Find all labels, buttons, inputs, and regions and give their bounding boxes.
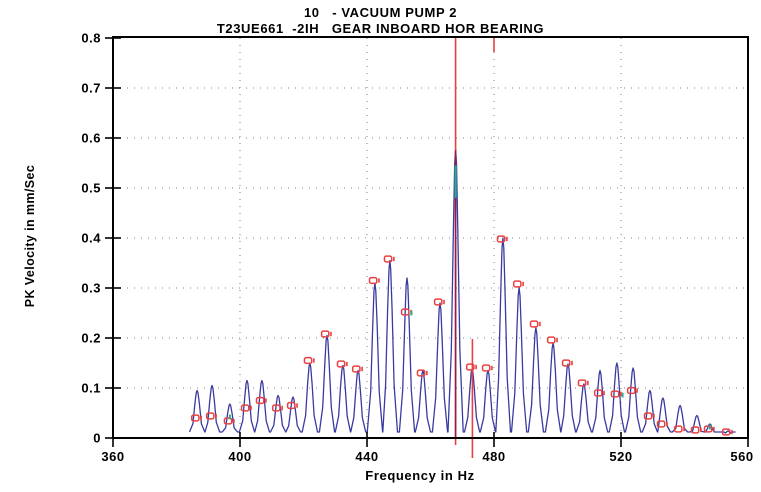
y-tick-label: 0.6 [81, 131, 101, 146]
peak-marker-box [416, 369, 426, 377]
peak-marker-box [255, 396, 265, 405]
peak-marker [690, 426, 702, 434]
y-tick-label: 0.4 [81, 231, 101, 246]
y-tick-label: 0.5 [81, 181, 101, 196]
peak-marker [512, 280, 524, 288]
peak-marker-box [656, 420, 666, 428]
y-tick-label: 0.1 [81, 381, 101, 396]
peak-marker-box [561, 359, 571, 367]
peak-marker-box [577, 379, 587, 387]
peak-marker-box [496, 235, 506, 243]
peak-marker-box [351, 365, 361, 373]
peak-marker [303, 356, 315, 365]
peak-marker-box [383, 255, 393, 263]
peak-marker [286, 401, 298, 410]
peak-marker [561, 359, 573, 367]
x-tick-label: 400 [228, 449, 251, 464]
peak-marker-box [610, 390, 620, 398]
peak-marker [368, 276, 380, 285]
x-tick-label: 520 [609, 449, 632, 464]
y-tick-label: 0.2 [81, 331, 101, 346]
peak-marker [643, 412, 655, 420]
y-tick-label: 0 [93, 431, 101, 446]
peak-marker [320, 330, 332, 338]
peak-marker-box [703, 425, 713, 433]
peak-marker [481, 364, 493, 372]
tick-labels: 360 400 440 480 520 560 0 0.1 0.2 0.3 0.4 0.5 0.6 0.7… [81, 31, 753, 465]
peak-marker-box [512, 280, 522, 288]
x-tick-label: 480 [482, 449, 505, 464]
peak-marker [546, 336, 558, 344]
y-tick-label: 0.7 [81, 81, 101, 96]
peak-markers [190, 235, 733, 436]
peak-marker-box [643, 412, 653, 420]
peak-marker-box [320, 330, 330, 338]
peak-marker [205, 412, 217, 420]
peak-marker-box [626, 386, 636, 395]
x-axis-label: Frequency in Hz [365, 468, 475, 483]
peak-marker [496, 235, 508, 243]
chart-title-line1: 10 - VACUUM PUMP 2 [303, 5, 458, 20]
peak-marker [529, 320, 541, 328]
x-tick-label: 360 [101, 449, 124, 464]
y-tick-label: 0.8 [81, 31, 101, 46]
peak-marker [703, 425, 715, 433]
x-tick-label: 440 [355, 449, 378, 464]
peak-marker-box [271, 404, 281, 412]
peak-marker-box [690, 426, 700, 434]
peak-marker [656, 420, 668, 428]
y-axis-label: PK Velocity in mm/Sec [23, 164, 37, 308]
spectrum-line [188, 148, 736, 434]
peak-marker [465, 363, 477, 371]
peak-marker [336, 360, 348, 368]
peak-marker [400, 308, 412, 316]
peak-marker-box [190, 414, 200, 422]
chart-title-line2: T23UE661 -2IH GEAR INBOARD HOR BEARING [216, 21, 545, 36]
x-tick-label: 560 [730, 449, 753, 464]
peak-marker [593, 389, 605, 397]
peak-marker-box [400, 308, 410, 316]
peak-marker [577, 379, 589, 387]
peak-marker [255, 396, 267, 405]
y-tick-label: 0.3 [81, 281, 101, 296]
peak-marker [626, 386, 638, 395]
axes-and-ticks [105, 36, 749, 447]
peak-marker [223, 417, 235, 425]
spectrum-trace [188, 148, 736, 434]
peak-marker-box [205, 412, 215, 420]
peak-marker [673, 425, 685, 433]
peak-marker [416, 369, 428, 377]
peak-marker-box [546, 336, 556, 344]
peak-marker [271, 404, 283, 412]
peak-marker-box [223, 417, 233, 425]
peak-marker-box [368, 276, 378, 285]
peak-marker-box [465, 363, 475, 371]
peak-marker-box [673, 425, 683, 433]
peak-marker [240, 404, 252, 412]
peak-marker-box [481, 364, 491, 372]
peak-marker [190, 414, 202, 422]
peak-marker-box [286, 401, 296, 410]
peak-marker-box [721, 428, 731, 436]
peak-marker [610, 390, 622, 398]
peak-marker-box [240, 404, 250, 412]
gridlines [113, 38, 748, 438]
peak-marker-box [303, 356, 313, 365]
peak-marker [433, 298, 445, 306]
peak-marker-box [433, 298, 443, 306]
peak-marker-box [529, 320, 539, 328]
peak-marker-box [593, 389, 603, 397]
peak-marker-box [336, 360, 346, 368]
peak-marker [383, 255, 395, 263]
peak-marker [721, 428, 733, 436]
peak-marker [351, 365, 363, 373]
